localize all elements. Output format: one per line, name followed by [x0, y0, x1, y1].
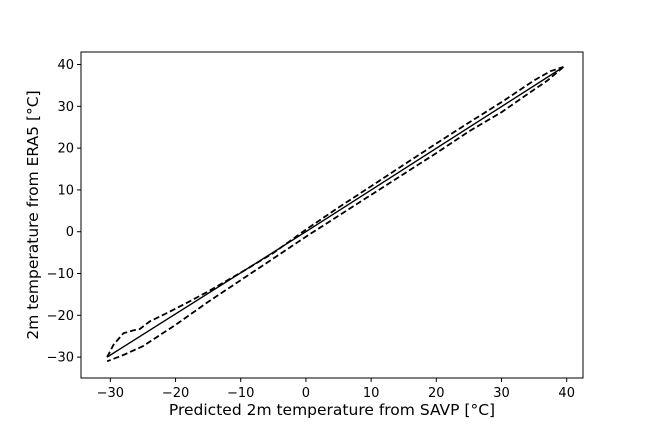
x-tick-label: 40	[558, 386, 575, 401]
y-tick-label: −20	[47, 309, 74, 324]
solid-fit-line	[106, 66, 564, 358]
y-tick-label: 30	[57, 100, 74, 115]
x-axis-ticks: −30 −20 −10 0 10 20 30 40	[97, 378, 575, 401]
y-tick-label: 10	[57, 183, 74, 198]
x-tick-label: 20	[428, 386, 445, 401]
y-tick-label: 40	[57, 58, 74, 73]
x-tick-label: 0	[302, 386, 310, 401]
y-tick-label: −10	[47, 267, 74, 282]
y-tick-label: 0	[66, 225, 74, 240]
y-axis-label: 2m temperature from ERA5 [°C]	[24, 90, 42, 339]
x-tick-label: −10	[227, 386, 254, 401]
x-tick-label: 30	[493, 386, 510, 401]
x-tick-label: 10	[363, 386, 380, 401]
plot-area	[80, 51, 584, 379]
y-tick-label: −30	[47, 351, 74, 366]
x-tick-label: −20	[162, 386, 189, 401]
y-axis-ticks: −30 −20 −10 0 10 20 30 40	[47, 58, 81, 366]
dashed-bound-line-2	[106, 66, 564, 363]
x-axis-label: Predicted 2m temperature from SAVP [°C]	[169, 401, 495, 419]
series-layer	[106, 66, 564, 363]
y-tick-label: 20	[57, 142, 74, 157]
x-tick-label: −30	[97, 386, 124, 401]
